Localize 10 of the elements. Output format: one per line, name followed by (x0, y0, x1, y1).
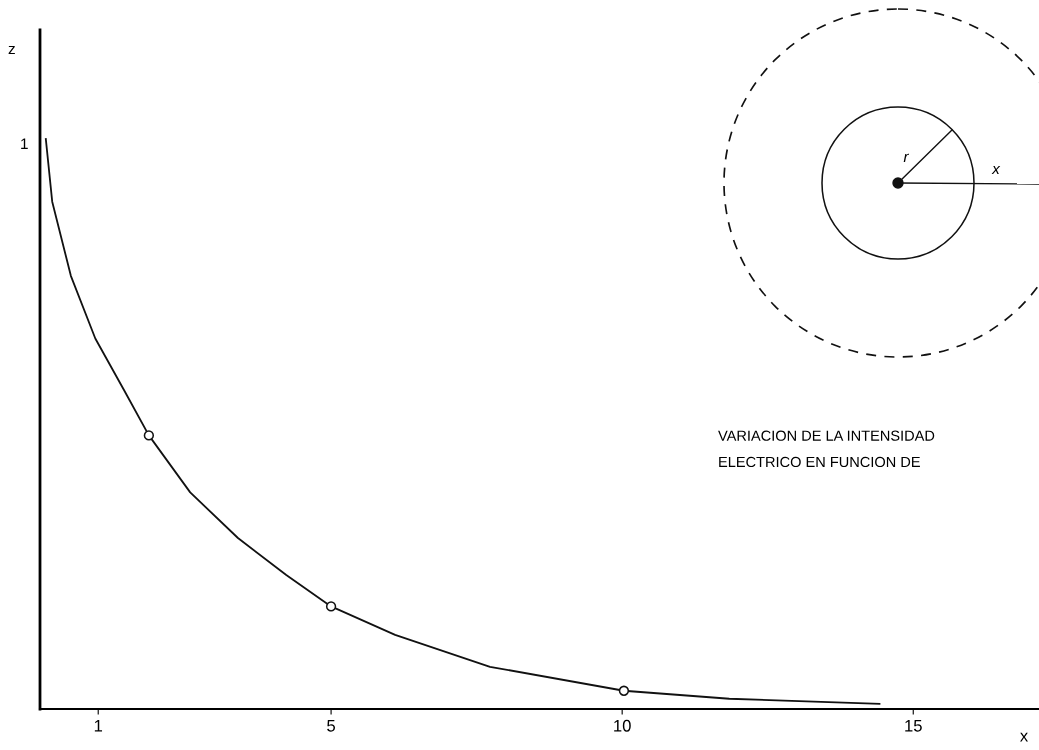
x-tick-label: 5 (327, 720, 336, 732)
x-tick-label: 15 (905, 720, 922, 732)
annotation: x (991, 165, 1001, 174)
x-tick-label: 10 (614, 719, 631, 732)
text: 1 (21, 138, 28, 149)
annotation: VARIACION DE LA INTENSIDAD ELECTRICO EN FUNCION DE (718, 430, 935, 468)
x-tick-label: 1 (94, 720, 103, 732)
text: z (8, 45, 15, 54)
annotation: r (903, 153, 910, 162)
x-axis-title: x (1020, 732, 1028, 742)
